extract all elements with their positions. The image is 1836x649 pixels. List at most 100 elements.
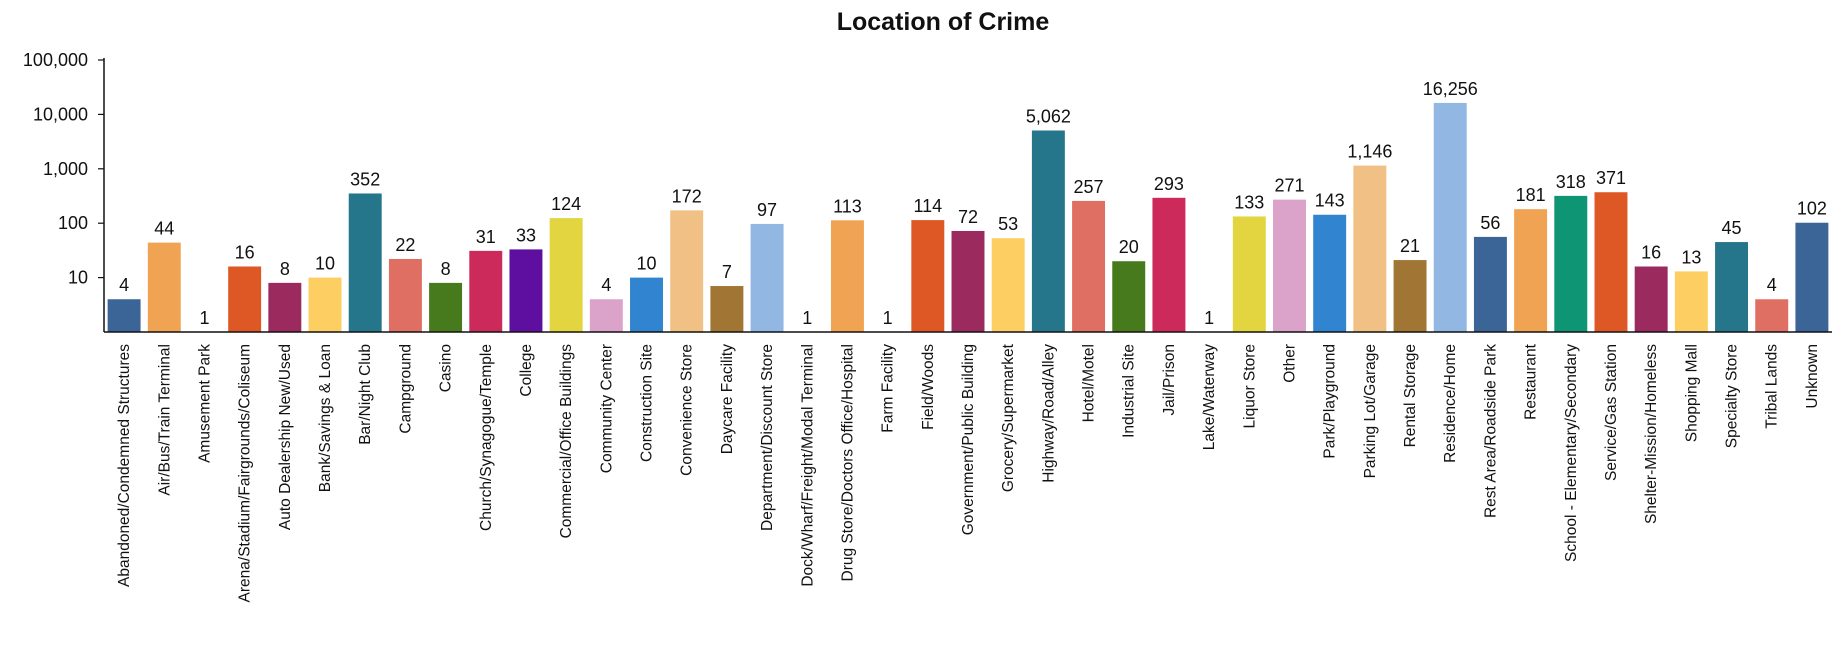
data-label: 16 <box>1641 242 1661 262</box>
bar <box>1514 209 1548 332</box>
data-label: 7 <box>722 262 732 282</box>
x-tick-label: School - Elementary/Secondary <box>1563 344 1580 562</box>
data-label: 20 <box>1119 237 1139 257</box>
data-label: 53 <box>998 214 1018 234</box>
data-label: 1,146 <box>1347 142 1392 162</box>
x-tick-label: Government/Public Building <box>960 344 977 535</box>
data-label: 293 <box>1154 174 1184 194</box>
y-tick-label: 100,000 <box>23 50 88 70</box>
x-tick-label: Campground <box>397 344 414 434</box>
bar <box>469 250 503 332</box>
bar <box>1273 199 1306 332</box>
x-tick-label: Rest Area/Roadside Park <box>1482 344 1499 518</box>
bar <box>549 218 583 332</box>
data-label: 181 <box>1516 185 1546 205</box>
data-label: 271 <box>1274 176 1304 196</box>
data-label: 97 <box>757 200 777 220</box>
bar <box>308 277 342 332</box>
bar <box>1795 222 1829 332</box>
data-label: 172 <box>672 186 702 206</box>
x-tick-label: Industrial Site <box>1121 344 1138 438</box>
chart-title: Location of Crime <box>837 8 1050 36</box>
bar <box>509 249 543 332</box>
data-label: 371 <box>1596 168 1626 188</box>
y-tick-label: 100 <box>58 213 88 233</box>
x-tick-label: Arena/Stadium/Fairgrounds/Coliseum <box>237 344 254 602</box>
y-tick-label: 1,000 <box>43 159 88 179</box>
bar <box>1152 197 1186 332</box>
bar <box>228 266 262 332</box>
x-tick-label: Restaurant <box>1523 343 1540 420</box>
x-tick-label: Community Center <box>598 344 615 473</box>
data-label: 4 <box>1767 275 1777 295</box>
bar <box>348 193 382 332</box>
bar <box>1715 242 1749 332</box>
data-label: 22 <box>395 235 415 255</box>
x-tick-label: Grocery/Supermarket <box>1000 343 1017 492</box>
data-label: 352 <box>350 169 380 189</box>
data-label: 44 <box>154 219 174 239</box>
x-tick-label: Jail/Prison <box>1161 344 1178 416</box>
bar <box>1594 192 1628 332</box>
x-tick-label: Parking Lot/Garage <box>1362 344 1379 478</box>
bar <box>670 210 704 332</box>
bar <box>589 299 623 332</box>
y-axis: 10 100 1,000 10,000 100,000 <box>23 50 105 332</box>
bar <box>1232 216 1266 332</box>
data-label: 31 <box>476 227 496 247</box>
bar <box>911 220 945 332</box>
x-tick-label: Daycare Facility <box>719 344 736 454</box>
x-tick-label: Hotel/Motel <box>1081 344 1098 422</box>
x-tick-label: Bar/Night Club <box>357 344 374 445</box>
x-tick-label: Convenience Store <box>679 344 696 476</box>
bar <box>1031 130 1065 332</box>
bar <box>1313 214 1347 332</box>
y-tick-label: 10 <box>68 268 88 288</box>
x-tick-label: Park/Playground <box>1322 344 1339 459</box>
x-tick-label: Department/Discount Store <box>759 344 776 531</box>
x-tick-label: Abandoned/Condemned Structures <box>116 344 133 587</box>
bar <box>1353 165 1387 332</box>
data-label: 16,256 <box>1423 79 1478 99</box>
data-label: 56 <box>1480 213 1500 233</box>
x-axis: Abandoned/Condemned Structures Air/Bus/Tr… <box>104 331 1832 602</box>
data-label: 16 <box>235 242 255 262</box>
x-tick-label: Casino <box>438 344 455 392</box>
x-tick-label: Dock/Wharf/Freight/Modal Terminal <box>799 344 816 587</box>
bar <box>1112 261 1146 332</box>
data-label: 124 <box>551 194 581 214</box>
x-tick-label: College <box>518 344 535 397</box>
data-label: 10 <box>315 254 335 274</box>
x-tick-label: Church/Synagogue/Temple <box>478 344 495 531</box>
x-tick-label: Lake/Waterway <box>1201 344 1218 450</box>
bar <box>630 277 663 332</box>
bar <box>750 223 784 332</box>
data-label: 318 <box>1556 172 1586 192</box>
data-label: 33 <box>516 225 536 245</box>
bar <box>1554 195 1588 332</box>
x-tick-label: Liquor Store <box>1241 344 1258 428</box>
bar <box>1393 260 1427 332</box>
data-label: 143 <box>1315 191 1345 211</box>
x-tick-label: Rental Storage <box>1402 344 1419 447</box>
data-label: 102 <box>1797 199 1827 219</box>
data-label: 10 <box>636 254 656 274</box>
x-tick-label: Drug Store/Doctors Office/Hospital <box>839 344 856 581</box>
x-tick-label: Highway/Road/Alley <box>1040 344 1057 483</box>
data-label: 133 <box>1234 192 1264 212</box>
bar <box>429 282 463 332</box>
bar <box>710 286 744 332</box>
x-tick-label: Shopping Mall <box>1683 344 1700 442</box>
bar <box>1674 271 1708 332</box>
bar <box>951 230 985 332</box>
x-tick-label: Farm Facility <box>880 344 897 433</box>
bar <box>388 258 422 332</box>
x-tick-label: Construction Site <box>639 344 656 462</box>
data-label: 13 <box>1681 247 1701 267</box>
data-label: 1 <box>802 308 812 328</box>
data-label: 5,062 <box>1026 106 1071 126</box>
bar <box>268 282 302 332</box>
